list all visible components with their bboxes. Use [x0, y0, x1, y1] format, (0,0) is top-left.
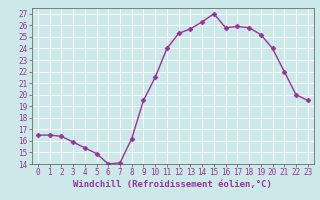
X-axis label: Windchill (Refroidissement éolien,°C): Windchill (Refroidissement éolien,°C) — [73, 180, 272, 189]
